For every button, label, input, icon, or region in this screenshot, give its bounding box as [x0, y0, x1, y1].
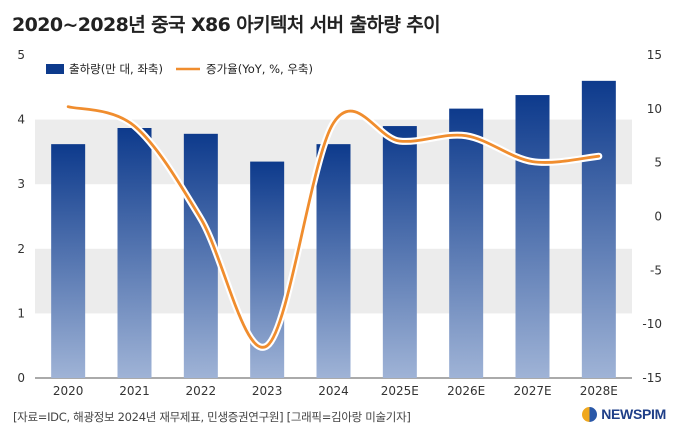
- y-left-tick: 4: [17, 113, 25, 127]
- bar-2020: [51, 144, 86, 378]
- newspim-logo-icon: [582, 406, 598, 422]
- x-tick: 2026E: [447, 384, 485, 398]
- y-left-tick: 2: [17, 242, 25, 256]
- newspim-logo: NEWSPIM: [582, 406, 666, 422]
- y-left-tick: 0: [17, 371, 25, 385]
- y-left-tick: 5: [17, 48, 25, 62]
- y-right-tick: 10: [647, 102, 662, 116]
- y-right-tick: 0: [654, 210, 662, 224]
- bar-2024: [316, 144, 351, 378]
- x-tick: 2025E: [381, 384, 419, 398]
- y-right-tick: 15: [647, 48, 662, 62]
- bar-2025E: [382, 126, 417, 378]
- y-right-tick: -15: [642, 371, 662, 385]
- footer-source: [자료=IDC, 해광정보 2024년 재무제표, 민생증권연구원] [그래픽=…: [13, 410, 411, 424]
- x-tick: 2022: [186, 384, 217, 398]
- y-right-tick: -5: [650, 263, 662, 277]
- x-tick: 2021: [119, 384, 150, 398]
- legend-bar-swatch: [46, 64, 64, 74]
- y-right-tick: 5: [654, 156, 662, 170]
- legend-bar-label: 출하량(만 대, 좌축): [69, 62, 163, 76]
- x-tick: 2023: [252, 384, 283, 398]
- y-right-tick: -10: [642, 317, 662, 331]
- y-left-tick: 1: [17, 306, 25, 320]
- x-tick: 2020: [53, 384, 84, 398]
- chart-title: 2020~2028년 중국 X86 아키텍처 서버 출하량 추이: [12, 14, 441, 36]
- growth-line: [66, 105, 601, 349]
- bar-2028E: [581, 80, 616, 378]
- bar-2026E: [449, 108, 484, 379]
- x-tick: 2024: [318, 384, 349, 398]
- bar-2021: [117, 127, 152, 378]
- legend-line-label: 증가율(YoY, %, 우축): [206, 62, 313, 76]
- newspim-logo-text: NEWSPIM: [601, 406, 666, 422]
- bar-2022: [183, 133, 218, 378]
- x-tick: 2027E: [513, 384, 551, 398]
- x-tick: 2028E: [580, 384, 618, 398]
- bar-2027E: [515, 95, 550, 378]
- legend: 출하량(만 대, 좌축) 증가율(YoY, %, 우축): [46, 62, 313, 76]
- y-left-tick: 3: [17, 177, 25, 191]
